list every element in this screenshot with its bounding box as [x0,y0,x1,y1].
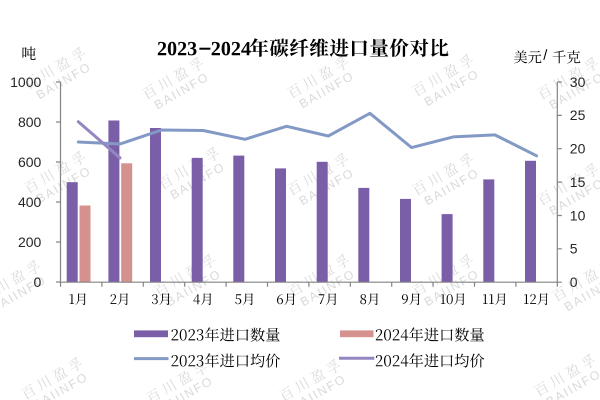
svg-text:400: 400 [18,194,42,210]
svg-text:5: 5 [570,241,578,257]
svg-text:800: 800 [18,114,42,130]
svg-text:0: 0 [570,274,578,290]
svg-text:15: 15 [570,174,586,190]
svg-text:25: 25 [570,107,586,123]
svg-text:30: 30 [570,74,586,90]
svg-text:20: 20 [570,141,586,157]
svg-text:600: 600 [18,154,42,170]
svg-text:1000: 1000 [10,74,41,90]
svg-text:10: 10 [570,207,586,223]
svg-text:0: 0 [34,274,42,290]
svg-text:200: 200 [18,234,42,250]
